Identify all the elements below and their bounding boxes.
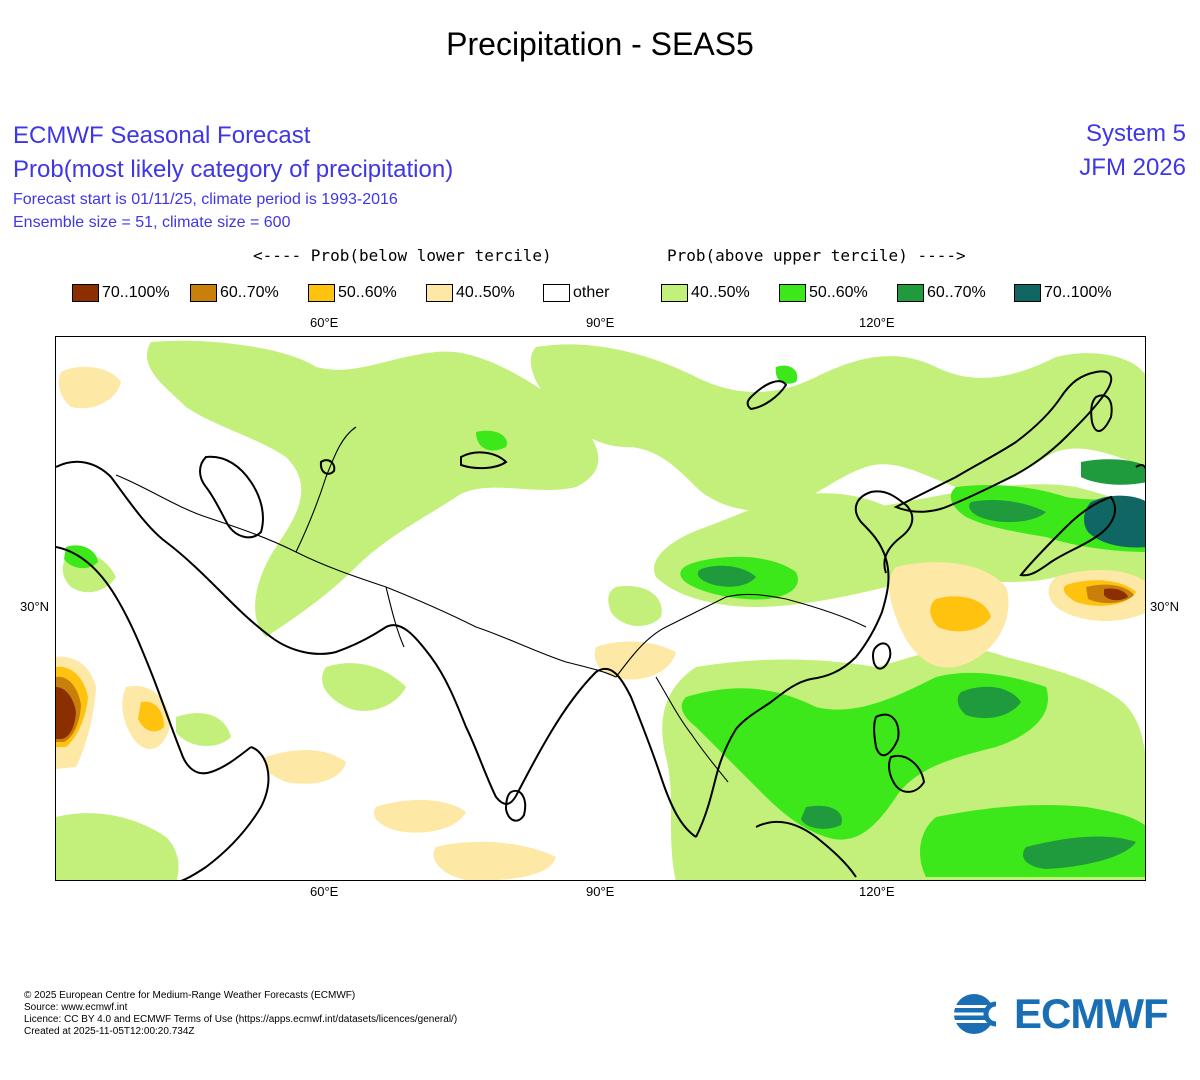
legend-label: 40..50%	[691, 284, 750, 301]
forecast-product-title: ECMWF Seasonal Forecast	[13, 122, 311, 149]
below-70-100-areas	[56, 588, 1128, 739]
system-label: System 5	[1085, 120, 1186, 147]
legend-label: 40..50%	[456, 284, 515, 301]
legend-swatch	[661, 284, 688, 302]
lon-tick-60e-bottom: 60°E	[310, 884, 339, 899]
legend-label: 50..60%	[809, 284, 868, 301]
period-label: JFM 2026	[1079, 154, 1186, 181]
ecmwf-logo-text: ECMWF	[1014, 990, 1169, 1037]
above-60-70-areas	[697, 459, 1145, 869]
legend-label: 70..100%	[1044, 284, 1112, 301]
legend-item-above-50-60: 50..60%	[779, 282, 868, 304]
lon-tick-90e-top: 90°E	[586, 315, 615, 330]
legend-item-above-60-70: 60..70%	[897, 282, 986, 304]
ensemble-size-info: Ensemble size = 51, climate size = 600	[13, 214, 291, 231]
lat-tick-30n-right: 30°N	[1150, 599, 1180, 614]
legend-item-below-50-60: 50..60%	[308, 282, 397, 304]
country-borders	[115, 426, 867, 783]
legend-swatch	[1014, 284, 1041, 302]
legend-swatch	[779, 284, 806, 302]
legend-swatch	[190, 284, 217, 302]
legend-item-above-40-50: 40..50%	[661, 282, 750, 304]
legend-label: other	[573, 284, 610, 301]
legend-below-caption: <---- Prob(below lower tercile)	[253, 246, 552, 265]
legend-label: 50..60%	[338, 284, 397, 301]
legend-item-above-70-100: 70..100%	[1014, 282, 1112, 304]
legend-label: 60..70%	[927, 284, 986, 301]
forecast-start-info: Forecast start is 01/11/25, climate peri…	[13, 191, 398, 208]
legend-swatch	[897, 284, 924, 302]
legend-item-below-70-100: 70..100%	[72, 282, 170, 304]
page-title: Precipitation - SEAS5	[446, 26, 754, 62]
legend-swatch	[308, 284, 335, 302]
footer-copyright: © 2025 European Centre for Medium-Range …	[24, 990, 356, 1001]
legend-label: 60..70%	[220, 284, 279, 301]
ecmwf-logo-icon	[952, 994, 1010, 1034]
legend-swatch	[543, 284, 570, 302]
coastlines	[56, 370, 1145, 880]
map-panel	[55, 336, 1146, 881]
legend-above-caption: Prob(above upper tercile) ---->	[667, 246, 966, 265]
legend-label: 70..100%	[102, 284, 170, 301]
probability-map	[56, 340, 1145, 880]
ecmwf-logo: ECMWF	[952, 990, 1169, 1038]
legend-swatch	[426, 284, 453, 302]
forecast-variable-title: Prob(most likely category of precipitati…	[13, 156, 454, 183]
legend-item-other: other	[543, 282, 609, 304]
lon-tick-120e-bottom: 120°E	[859, 884, 895, 899]
footer-created: Created at 2025-11-05T12:00:20.734Z	[24, 1026, 195, 1037]
legend-item-below-60-70: 60..70%	[190, 282, 279, 304]
footer-licence: Licence: CC BY 4.0 and ECMWF Terms of Us…	[24, 1014, 458, 1025]
lon-tick-60e-top: 60°E	[310, 315, 339, 330]
lon-tick-90e-bottom: 90°E	[586, 884, 615, 899]
legend-item-below-40-50: 40..50%	[426, 282, 515, 304]
footer-source: Source: www.ecmwf.int	[24, 1002, 128, 1013]
legend-swatch	[72, 284, 99, 302]
lon-tick-120e-top: 120°E	[859, 315, 895, 330]
lat-tick-30n-left: 30°N	[20, 599, 50, 614]
